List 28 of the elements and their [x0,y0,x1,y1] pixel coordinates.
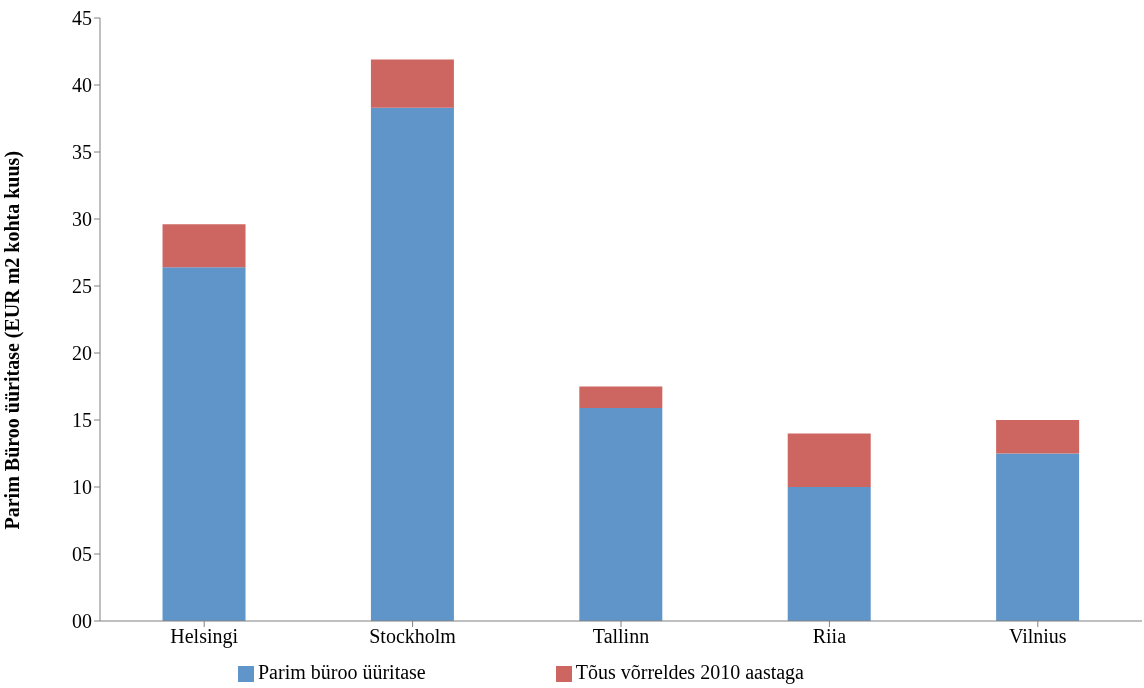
bar [162,267,246,621]
bar [579,407,663,621]
bar [370,107,454,621]
x-tick-label: Tallinn [592,625,650,648]
y-tick-label: 35 [72,141,92,164]
y-tick-label: 45 [72,7,92,30]
bar [787,487,871,621]
y-tick-label: 10 [72,476,92,499]
x-tick-label: Stockholm [369,625,457,648]
x-tick-label: Vilnius [1008,625,1067,648]
legend-label: Parim büroo üüritase [257,661,426,683]
bar [579,386,663,408]
y-tick-label: 20 [72,342,92,365]
y-axis-title: Parim Büroo üüritase (EUR m2 kohta kuus) [1,150,25,530]
bar [996,420,1080,454]
y-tick-label: 25 [72,275,92,298]
y-tick-label: 40 [72,74,92,97]
y-tick-label: 00 [72,610,92,633]
x-tick-label: Riia [812,625,847,648]
y-tick-label: 30 [72,208,92,231]
y-tick-label: 15 [72,409,92,432]
bar [370,59,454,108]
x-tick-label: Helsingi [170,625,239,649]
legend-label: Tõus võrreldes 2010 aastaga [575,661,804,683]
bar [787,433,871,487]
y-tick-label: 05 [72,543,92,566]
bar [996,453,1080,621]
bar [162,224,246,268]
